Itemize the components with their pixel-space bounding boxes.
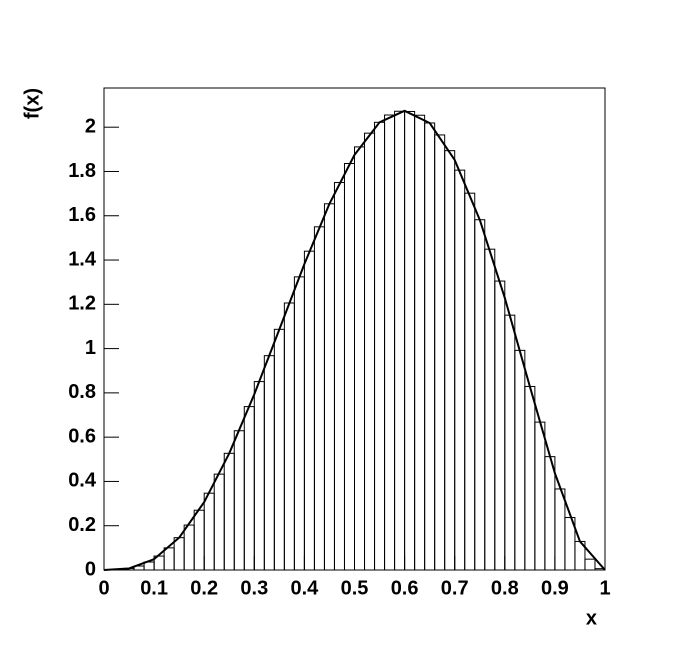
histogram-bar	[474, 219, 486, 571]
histogram-bar	[193, 509, 205, 571]
x-tick-label: 0.2	[190, 577, 218, 599]
histogram-bar	[263, 355, 275, 571]
histogram-bar	[303, 250, 315, 571]
histogram-bar	[163, 547, 175, 571]
y-tick-label: 0.2	[68, 514, 96, 536]
y-tick-label: 1.8	[68, 160, 96, 182]
x-axis-label: x	[586, 607, 597, 629]
histogram-bar	[384, 114, 396, 571]
y-tick-label: 1.4	[68, 248, 97, 270]
histogram-bar	[183, 524, 195, 571]
x-tick-label: 0.3	[240, 577, 268, 599]
histogram-bar	[494, 280, 506, 571]
histogram-bar	[273, 328, 285, 571]
x-tick-label: 0.4	[290, 577, 319, 599]
histogram-bar	[404, 110, 416, 571]
histogram-bar	[444, 150, 456, 571]
x-tick-label: 0.6	[391, 577, 419, 599]
x-tick-label: 0.9	[541, 577, 569, 599]
histogram-bar	[414, 114, 426, 571]
x-tick-label: 0	[98, 577, 109, 599]
y-tick-label: 0.8	[68, 381, 96, 403]
histogram-bar	[514, 349, 526, 571]
histogram-bar	[313, 226, 325, 571]
histogram-bar	[253, 381, 265, 571]
histogram-bar	[243, 406, 255, 571]
histogram-bar	[434, 134, 446, 571]
y-tick-label: 0.4	[68, 470, 97, 492]
curve	[103, 109, 606, 571]
y-tick-label: 1	[85, 337, 96, 359]
x-tick-label: 1	[599, 577, 610, 599]
x-tick-label: 0.7	[441, 577, 469, 599]
histogram-bar	[233, 430, 245, 571]
histogram-bar	[534, 421, 546, 571]
histogram-bar	[173, 537, 185, 571]
histogram-bar	[203, 492, 215, 571]
x-tick-label: 0.1	[140, 577, 168, 599]
histogram-bar	[484, 248, 496, 571]
x-tick-label: 0.5	[341, 577, 369, 599]
histogram-bar	[333, 182, 345, 571]
histogram-bar	[293, 276, 305, 571]
histogram-bar	[223, 452, 235, 571]
y-tick-label: 2	[85, 115, 96, 137]
histogram-bar	[323, 203, 335, 571]
histogram-bar	[343, 162, 356, 571]
histogram-bar	[524, 385, 536, 571]
y-tick-label: 1.6	[68, 204, 96, 226]
x-tick-label: 0.8	[491, 577, 519, 599]
histogram-bar	[374, 121, 386, 571]
y-axis-label: f(x)	[21, 88, 43, 119]
histogram-bar	[454, 169, 466, 571]
histogram-bar	[283, 302, 295, 571]
y-tick-label: 0.6	[68, 425, 96, 447]
histogram-bar	[554, 488, 566, 571]
histogram-bar	[213, 473, 225, 571]
histogram-bar	[464, 192, 476, 571]
y-tick-label: 0	[85, 558, 96, 580]
histogram-bar	[544, 456, 556, 571]
histogram-bar	[584, 558, 596, 571]
histogram-bar	[424, 122, 436, 571]
histogram-bar	[394, 110, 406, 571]
histogram-bar	[354, 146, 366, 571]
histogram-bar	[504, 314, 516, 571]
histogram-bar	[364, 132, 376, 571]
y-tick-label: 1.2	[68, 293, 96, 315]
